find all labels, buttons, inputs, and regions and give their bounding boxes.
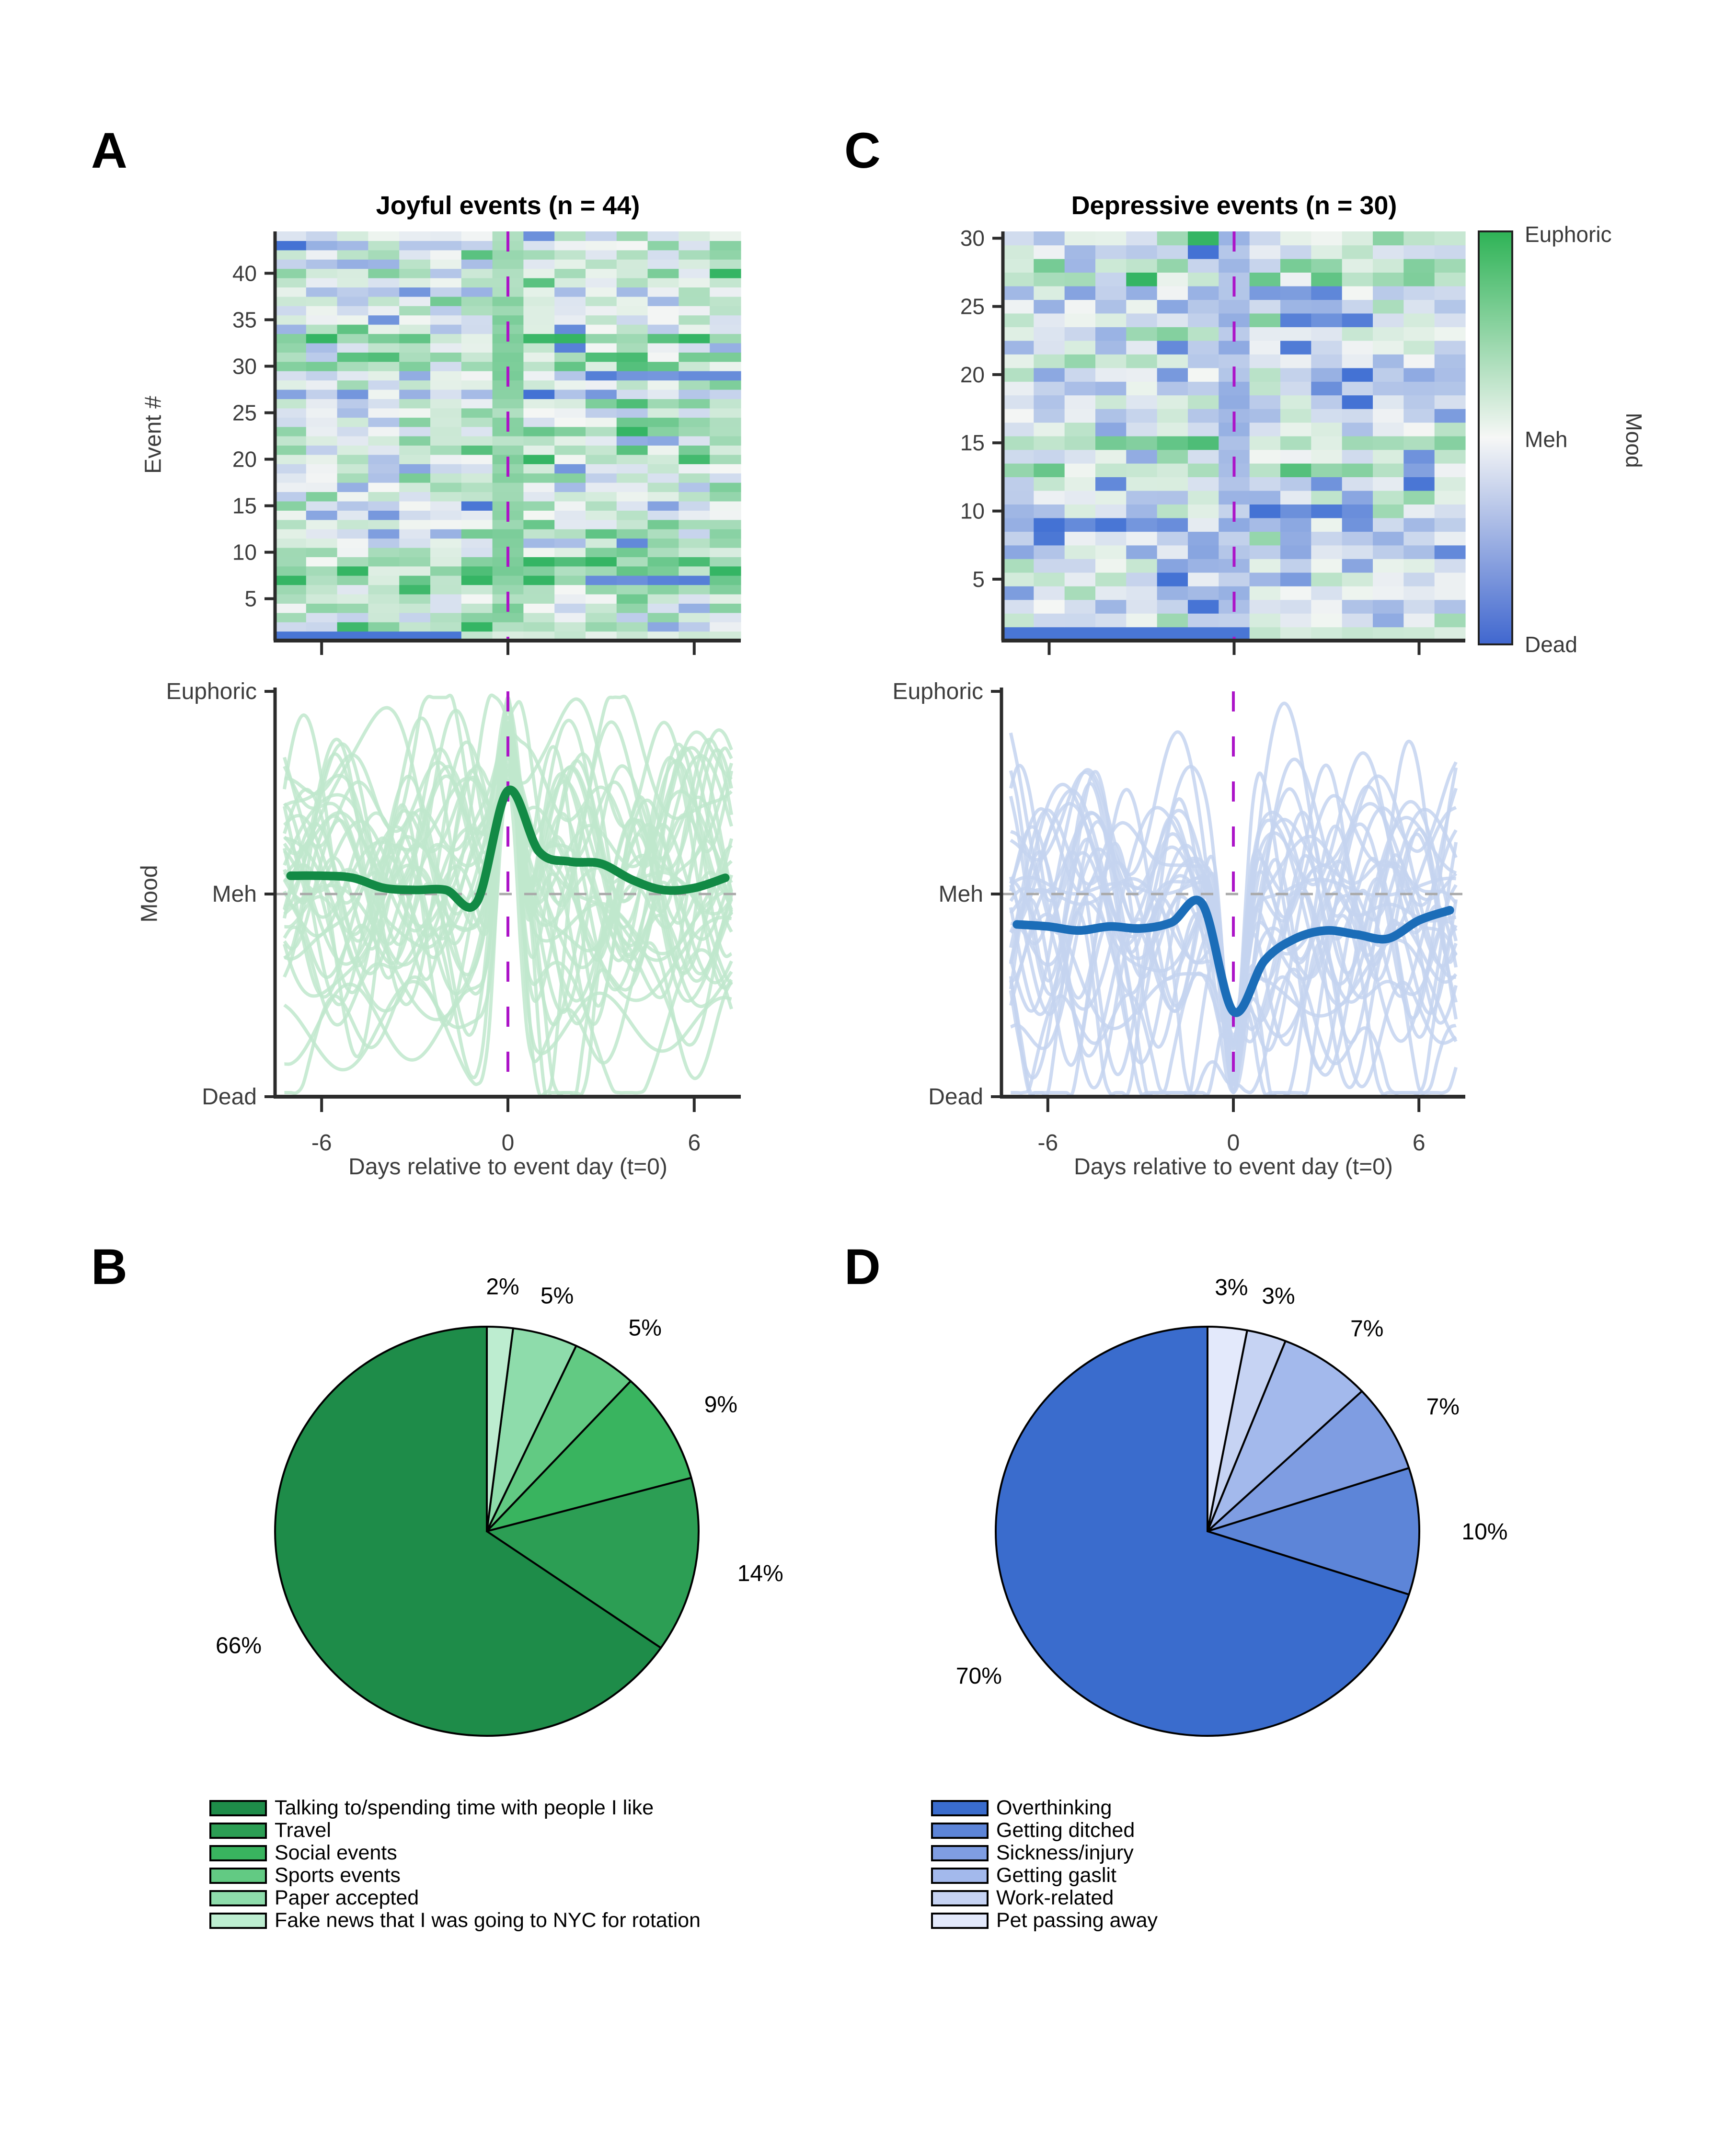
svg-text:30: 30 xyxy=(960,226,985,251)
pie-percent-label: 7% xyxy=(1426,1394,1460,1420)
pie-percent-label: 66% xyxy=(216,1633,262,1659)
joyful-heatmap-title: Joyful events (n = 44) xyxy=(376,191,640,220)
svg-text:10: 10 xyxy=(232,540,257,565)
legend-item: Overthinking xyxy=(931,1797,1158,1819)
mood-axis-label: Mood xyxy=(137,865,162,923)
legend-item: Talking to/spending time with people I l… xyxy=(209,1797,701,1819)
legend-label: Work-related xyxy=(996,1886,1114,1909)
svg-text:5: 5 xyxy=(244,586,257,611)
svg-text:0: 0 xyxy=(502,1130,515,1156)
legend-item: Travel xyxy=(209,1819,701,1842)
panel-letter-d: D xyxy=(844,1239,881,1295)
legend-item: Paper accepted xyxy=(209,1887,701,1909)
colorbar-title: Mood xyxy=(1622,413,1646,468)
legend-swatch xyxy=(209,1890,267,1906)
legend-label: Getting ditched xyxy=(996,1819,1135,1842)
colorbar-dead-label: Dead xyxy=(1525,632,1577,657)
svg-text:25: 25 xyxy=(232,400,257,425)
svg-text:15: 15 xyxy=(960,430,985,455)
depressive-heatmap-title: Depressive events (n = 30) xyxy=(1071,191,1397,220)
legend-item: Sickness/injury xyxy=(931,1842,1158,1864)
mood-colorbar xyxy=(1478,230,1513,645)
joyful-x-axis-label: Days relative to event day (t=0) xyxy=(348,1154,667,1180)
legend-label: Sickness/injury xyxy=(996,1841,1134,1864)
depressive-mood-lineplot: Euphoric Meh Dead -6 0 6 xyxy=(893,679,1465,1156)
legend-label: Getting gaslit xyxy=(996,1864,1116,1887)
svg-text:Euphoric: Euphoric xyxy=(893,679,983,704)
legend-label: Social events xyxy=(275,1841,397,1864)
pie-percent-label: 3% xyxy=(1262,1284,1295,1309)
event-number-axis-label: Event # xyxy=(140,396,166,474)
pie-percent-label: 10% xyxy=(1461,1519,1507,1545)
svg-text:-6: -6 xyxy=(311,1130,332,1156)
panel-letter-a: A xyxy=(91,123,127,179)
legend-item: Fake news that I was going to NYC for ro… xyxy=(209,1909,701,1932)
svg-text:35: 35 xyxy=(232,307,257,332)
legend-swatch xyxy=(209,1800,267,1816)
svg-text:Meh: Meh xyxy=(212,882,257,907)
legend-swatch xyxy=(931,1912,989,1929)
svg-text:Meh: Meh xyxy=(939,882,983,907)
svg-text:Dead: Dead xyxy=(202,1084,257,1110)
legend-item: Pet passing away xyxy=(931,1909,1158,1932)
pie-percent-label: 3% xyxy=(1215,1275,1248,1300)
pie-percent-label: 5% xyxy=(540,1284,574,1309)
legend-swatch xyxy=(931,1822,989,1839)
pie-percent-label: 5% xyxy=(629,1316,662,1341)
joyful-mood-lineplot: Euphoric Meh Dead -6 0 6 xyxy=(166,679,741,1156)
depressive-pie-legend: Overthinking Getting ditched Sickness/inju… xyxy=(931,1797,1158,1932)
colorbar-meh-label: Meh xyxy=(1525,427,1568,452)
legend-swatch xyxy=(931,1890,989,1906)
legend-label: Sports events xyxy=(275,1864,401,1887)
legend-swatch xyxy=(209,1822,267,1839)
legend-swatch xyxy=(209,1845,267,1861)
legend-item: Getting gaslit xyxy=(931,1864,1158,1887)
panel-letter-c: C xyxy=(844,123,881,179)
svg-text:10: 10 xyxy=(960,499,985,524)
legend-label: Paper accepted xyxy=(275,1886,419,1909)
depressive-heatmap-plot: 5 10 15 20 25 30 xyxy=(960,226,1466,655)
legend-item: Sports events xyxy=(209,1864,701,1887)
pie-percent-label: 70% xyxy=(956,1663,1002,1689)
pie-percent-label: 14% xyxy=(737,1561,783,1586)
legend-label: Fake news that I was going to NYC for ro… xyxy=(275,1909,701,1932)
svg-text:0: 0 xyxy=(1227,1130,1240,1156)
svg-text:30: 30 xyxy=(232,354,257,378)
joyful-pie-chart: 66% 14% 9% 5% 5% 2% xyxy=(216,1274,783,1737)
svg-text:25: 25 xyxy=(960,294,985,319)
legend-item: Work-related xyxy=(931,1887,1158,1909)
svg-text:40: 40 xyxy=(232,261,257,286)
joyful-heatmap-plot: 5 10 15 20 25 30 35 40 xyxy=(232,231,741,655)
depressive-x-axis-label: Days relative to event day (t=0) xyxy=(1074,1154,1393,1180)
legend-swatch xyxy=(931,1800,989,1816)
pie-percent-label: 2% xyxy=(486,1274,519,1300)
svg-text:Euphoric: Euphoric xyxy=(166,679,257,704)
pie-percent-label: 9% xyxy=(704,1392,737,1418)
svg-text:Dead: Dead xyxy=(928,1084,983,1110)
svg-text:20: 20 xyxy=(232,447,257,472)
panel-letter-b: B xyxy=(91,1239,127,1295)
colorbar-euphoric-label: Euphoric xyxy=(1525,222,1612,247)
svg-text:15: 15 xyxy=(232,493,257,518)
depressive-pie-chart: 70% 10% 7% 7% 3% 3% xyxy=(956,1275,1507,1737)
legend-item: Getting ditched xyxy=(931,1819,1158,1842)
legend-label: Travel xyxy=(275,1819,331,1842)
legend-label: Pet passing away xyxy=(996,1909,1158,1932)
svg-text:5: 5 xyxy=(972,567,985,592)
legend-label: Talking to/spending time with people I l… xyxy=(275,1796,654,1819)
pie-percent-label: 7% xyxy=(1350,1316,1383,1342)
svg-text:-6: -6 xyxy=(1037,1130,1058,1156)
legend-label: Overthinking xyxy=(996,1796,1112,1819)
legend-swatch xyxy=(931,1845,989,1861)
legend-swatch xyxy=(209,1867,267,1884)
legend-swatch xyxy=(931,1867,989,1884)
svg-text:6: 6 xyxy=(688,1130,701,1156)
svg-text:20: 20 xyxy=(960,362,985,387)
legend-swatch xyxy=(209,1912,267,1929)
joyful-pie-legend: Talking to/spending time with people I l… xyxy=(209,1797,701,1932)
svg-text:6: 6 xyxy=(1413,1130,1426,1156)
legend-item: Social events xyxy=(209,1842,701,1864)
